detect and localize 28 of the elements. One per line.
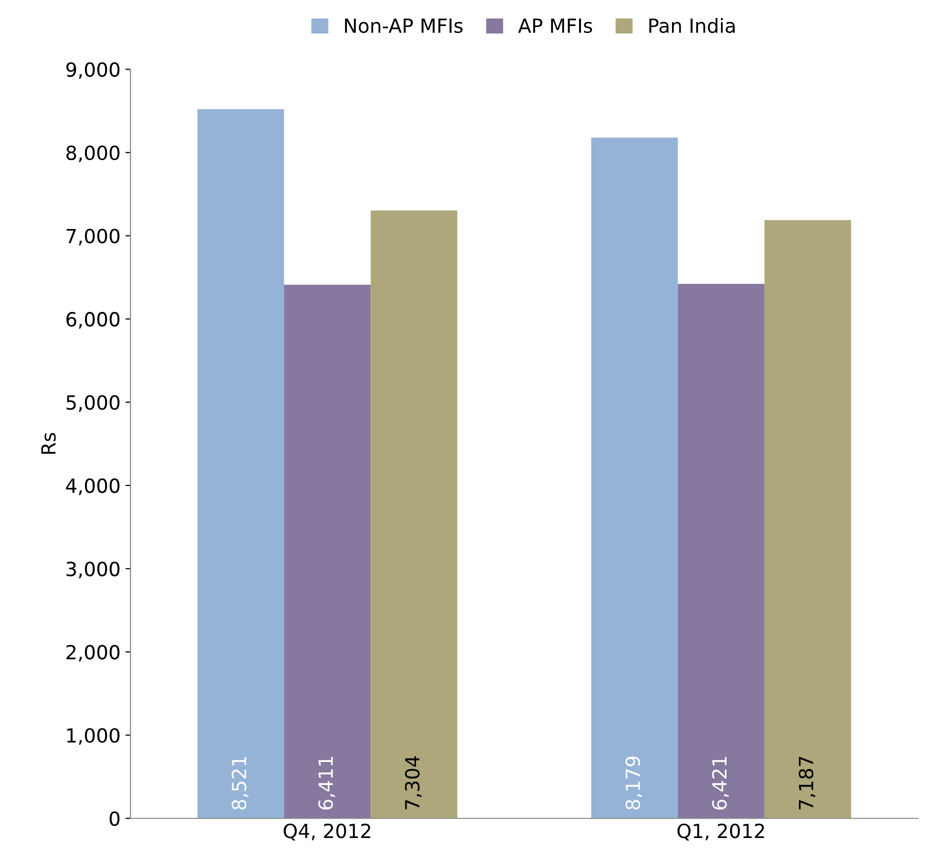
bar — [591, 138, 678, 818]
x-tick-label: Q4, 2012 — [284, 824, 370, 841]
data-label: 7,304 — [404, 756, 422, 810]
y-tick-label: 6,000 — [66, 312, 120, 329]
legend-label: Pan India — [649, 18, 735, 34]
y-tick-label: 9,000 — [66, 62, 120, 79]
bar — [678, 284, 764, 818]
legend-label: Non-AP MFIs — [345, 18, 463, 34]
y-tick-label: 2,000 — [66, 644, 120, 662]
y-axis-title: Rs — [41, 432, 56, 454]
data-label: 6,421 — [712, 757, 729, 810]
y-tick-label: 1,000 — [67, 728, 120, 745]
data-label: 8,179 — [625, 756, 642, 810]
data-label: 8,521 — [232, 757, 248, 810]
y-tick-label: 3,000 — [66, 562, 120, 578]
y-tick-label: 7,000 — [66, 228, 120, 246]
data-label: 6,411 — [318, 757, 335, 810]
bar — [370, 210, 458, 818]
y-tick-label: 0 — [110, 811, 120, 826]
x-tick-label: Q1, 2012 — [677, 824, 764, 841]
data-label: 7,187 — [798, 756, 816, 810]
y-tick-label: 4,000 — [66, 478, 120, 496]
bar — [764, 220, 852, 818]
bar — [197, 109, 284, 818]
legend-label: AP MFIs — [518, 18, 592, 34]
bar — [284, 284, 371, 818]
y-tick-label: 8,000 — [66, 145, 120, 162]
y-tick-label: 5,000 — [66, 395, 120, 412]
